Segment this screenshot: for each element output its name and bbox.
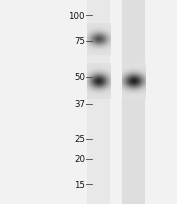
Bar	[122, 0, 145, 204]
Text: 20: 20	[74, 154, 85, 163]
Text: 100: 100	[68, 12, 85, 21]
Text: 75: 75	[74, 37, 85, 46]
Text: 37: 37	[74, 100, 85, 109]
Bar	[87, 0, 110, 204]
Text: 15: 15	[74, 180, 85, 189]
Text: 25: 25	[74, 134, 85, 143]
Text: 50: 50	[74, 73, 85, 82]
